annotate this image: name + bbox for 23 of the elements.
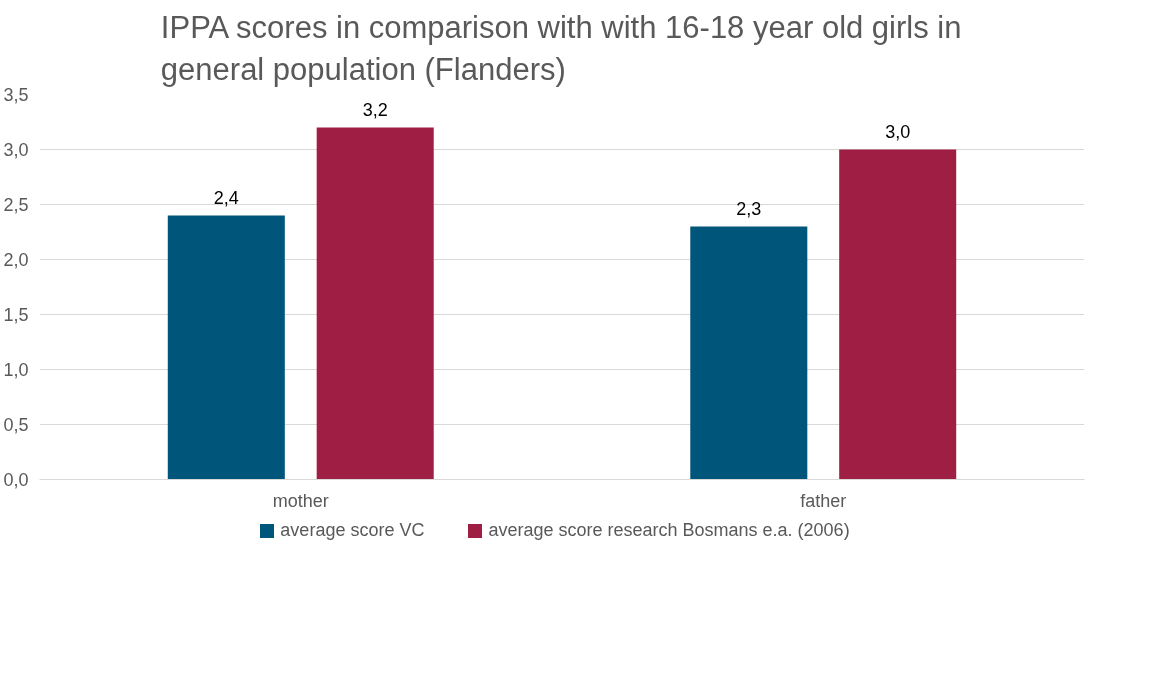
y-tick-label: 3,5 (3, 85, 29, 105)
data-label: 2,4 (213, 187, 239, 208)
legend-item: average score research Bosmans e.a. (2006) (468, 518, 850, 544)
legend-item: average score VC (260, 518, 425, 544)
x-tick-label: father (800, 490, 847, 511)
x-tick-label: mother (272, 490, 329, 511)
y-tick-label: 3,0 (3, 140, 29, 160)
bar (316, 127, 434, 480)
y-tick-label: 2,5 (3, 195, 29, 215)
legend-label: average score VC (280, 519, 425, 542)
data-label: 3,2 (362, 99, 388, 120)
data-label: 2,3 (736, 198, 762, 219)
y-tick-label: 0,5 (3, 415, 29, 435)
y-tick-label: 1,5 (3, 305, 29, 325)
legend-label: average score research Bosmans e.a. (2006) (488, 519, 850, 542)
bar (690, 226, 808, 480)
bar (839, 149, 957, 480)
bar (167, 215, 285, 480)
chart-title: IPPA scores in comparison with with 16-18 year old girls in general population (Flanders) (160, 10, 962, 87)
y-tick-label: 2,0 (3, 250, 29, 270)
data-label: 3,0 (885, 121, 911, 142)
y-tick-label: 1,0 (3, 360, 29, 380)
y-tick-label: 0,0 (3, 470, 29, 490)
